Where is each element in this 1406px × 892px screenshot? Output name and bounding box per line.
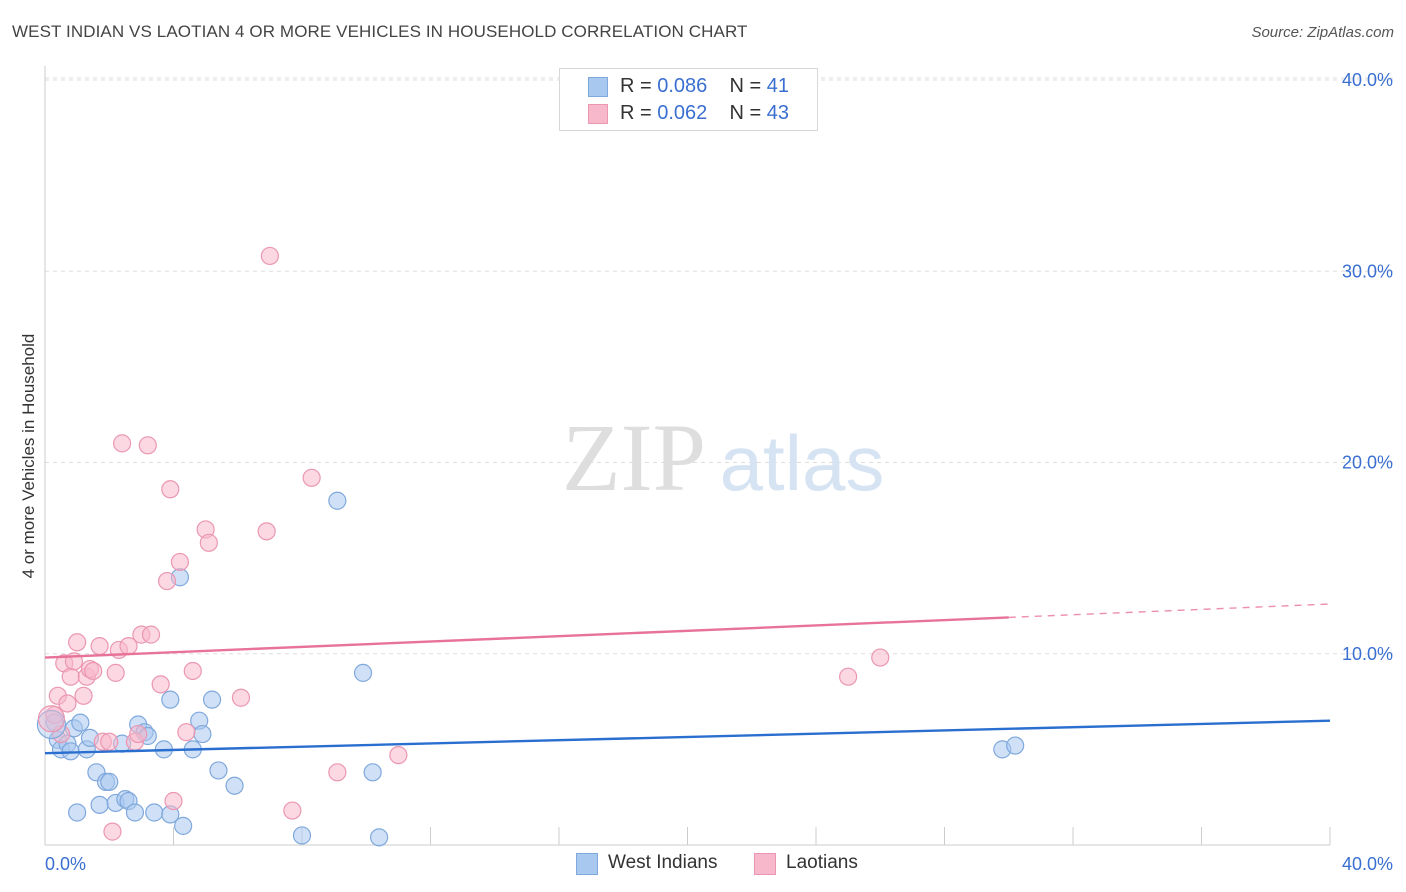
- laotians-point: [68, 633, 87, 652]
- laotians-point: [129, 724, 148, 744]
- laotians-point: [164, 791, 183, 811]
- legend-label: Laotians: [786, 852, 858, 873]
- x-tick-label: 40.0%: [1342, 854, 1393, 874]
- laotians-point: [106, 663, 125, 682]
- n-value: 43: [766, 102, 790, 124]
- watermark-atlas: atlas: [720, 419, 885, 507]
- laotians-swatch: [588, 104, 608, 124]
- r-label: R =: [620, 75, 658, 97]
- west-indians-point: [225, 776, 244, 795]
- west-indians-point: [36, 709, 67, 740]
- laotians-point: [231, 688, 251, 707]
- laotians-point: [302, 468, 321, 487]
- laotians-point: [157, 571, 177, 591]
- trend-line-west-indians: [44, 719, 1331, 755]
- west-indians-point: [209, 761, 228, 780]
- west-indians-point: [353, 663, 373, 682]
- laotians-point: [103, 822, 122, 841]
- legend-label: West Indians: [608, 852, 718, 873]
- laotians-point: [74, 686, 93, 705]
- y-tick-label: 40.0%: [1342, 70, 1393, 90]
- gridlines: [45, 77, 1395, 655]
- laotians-point: [871, 648, 890, 667]
- laotians-point: [58, 694, 77, 713]
- laotians-point: [199, 533, 218, 552]
- laotians-point: [161, 480, 180, 499]
- r-value: 0.086: [657, 75, 708, 97]
- trend-line-laotians: [44, 616, 1009, 659]
- west-indians-point: [145, 803, 164, 822]
- west-indians-point: [90, 795, 109, 814]
- laotians-point: [389, 746, 408, 765]
- laotians-point: [138, 436, 157, 455]
- west-indians-point: [193, 724, 212, 744]
- laotians-point: [257, 522, 276, 541]
- watermark-zip: ZIP: [562, 404, 706, 511]
- laotians-point: [328, 763, 347, 782]
- west-indians-point: [174, 816, 193, 835]
- trend-lines: [44, 603, 1331, 755]
- laotians-point: [141, 625, 161, 644]
- x-tick-label: 0.0%: [45, 854, 86, 874]
- west-indians-swatch: [588, 77, 608, 97]
- laotians-point: [151, 675, 170, 694]
- laotians-point: [37, 705, 66, 733]
- r-value: 0.062: [657, 102, 708, 124]
- stats-legend: R = 0.086 N = 41 R = 0.062 N = 43: [559, 68, 818, 131]
- laotians-point: [177, 723, 196, 742]
- west-indians-legend-swatch: [576, 853, 598, 875]
- west-indians-point: [292, 826, 312, 845]
- r-label: R =: [620, 102, 658, 124]
- data-points: [36, 246, 1025, 847]
- chart-title: WEST INDIAN VS LAOTIAN 4 OR MORE VEHICLE…: [12, 22, 748, 41]
- west-indians-point: [328, 491, 347, 510]
- n-label: N =: [729, 102, 767, 124]
- west-indians-point: [202, 690, 222, 709]
- y-tick-label: 30.0%: [1342, 261, 1393, 281]
- source-label: Source: ZipAtlas.com: [1251, 24, 1394, 41]
- west-indians-point: [125, 803, 145, 822]
- y-tick-label: 10.0%: [1342, 644, 1393, 664]
- laotians-point: [839, 667, 858, 686]
- west-indians-point: [68, 803, 87, 822]
- west-indians-point: [71, 713, 90, 732]
- west-indians-point: [370, 828, 389, 847]
- laotians-point: [84, 661, 103, 681]
- n-label: N =: [729, 75, 767, 97]
- west-indians-point: [363, 763, 382, 782]
- west-indians-point: [161, 690, 180, 709]
- laotians-legend-swatch: [754, 853, 776, 875]
- laotians-point: [170, 552, 190, 572]
- laotians-point: [61, 667, 80, 686]
- laotians-point: [283, 801, 302, 820]
- y-axis-label: 4 or more Vehicles in Household: [19, 334, 38, 579]
- tick-labels: 10.0% 20.0% 30.0% 40.0% 0.0% 40.0%: [45, 70, 1393, 874]
- laotians-point: [90, 636, 109, 656]
- laotians-point: [112, 434, 132, 453]
- west-indians-point: [1006, 736, 1025, 755]
- laotians-point: [183, 661, 202, 681]
- y-tick-label: 20.0%: [1342, 453, 1393, 473]
- west-indians-point: [100, 772, 119, 791]
- trend-line-laotians-extension: [1008, 603, 1331, 619]
- laotians-point: [100, 732, 119, 751]
- n-value: 41: [766, 75, 790, 97]
- laotians-point: [260, 246, 279, 266]
